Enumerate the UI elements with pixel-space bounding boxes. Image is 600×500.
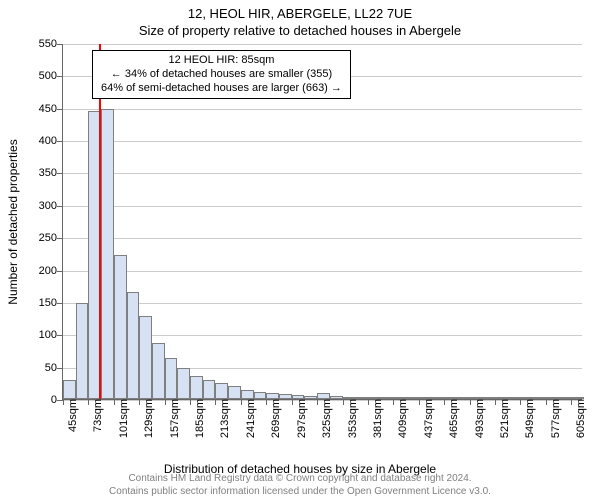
x-tick-label: 325sqm <box>315 399 333 438</box>
x-tick-label: 213sqm <box>213 399 231 438</box>
x-tick-label: 269sqm <box>264 399 282 438</box>
histogram-bar <box>431 397 444 399</box>
histogram-bar <box>254 392 267 399</box>
gridline <box>63 271 582 272</box>
histogram-bar <box>330 396 343 399</box>
x-tick-label: 381sqm <box>366 399 384 438</box>
x-tick-label: 241sqm <box>239 399 257 438</box>
histogram-bar <box>241 390 254 399</box>
y-axis-label: Number of detached properties <box>6 139 20 304</box>
histogram-bar <box>546 397 559 399</box>
histogram-bar <box>406 397 419 399</box>
y-tick-label: 500 <box>39 70 63 82</box>
histogram-bar <box>76 303 89 399</box>
page-title-subtitle: Size of property relative to detached ho… <box>0 21 600 38</box>
histogram-bar <box>114 255 127 399</box>
histogram-bar <box>203 380 216 399</box>
histogram-bar <box>470 397 483 399</box>
y-tick-label: 450 <box>39 103 63 115</box>
histogram-bar <box>444 397 457 399</box>
histogram-bar <box>355 397 368 399</box>
property-annotation-box: 12 HEOL HIR: 85sqm ← 34% of detached hou… <box>92 50 351 99</box>
histogram-bar <box>520 397 533 399</box>
y-tick-label: 550 <box>39 38 63 50</box>
gridline <box>63 238 582 239</box>
histogram-bar <box>393 397 406 399</box>
histogram-bar <box>457 397 470 399</box>
histogram-bar <box>571 397 584 399</box>
histogram-bar <box>266 393 279 399</box>
x-tick-label: 493sqm <box>468 399 486 438</box>
y-tick-label: 300 <box>39 200 63 212</box>
gridline <box>63 109 582 110</box>
x-tick-label: 409sqm <box>391 399 409 438</box>
histogram-bar <box>177 368 190 399</box>
histogram-bar <box>228 386 241 399</box>
histogram-bar <box>381 397 394 399</box>
histogram-bar <box>292 395 305 399</box>
histogram-bar <box>101 109 114 399</box>
x-tick-label: 73sqm <box>86 399 104 432</box>
x-tick-label: 549sqm <box>518 399 536 438</box>
x-tick-label: 129sqm <box>137 399 155 438</box>
x-tick-label: 437sqm <box>417 399 435 438</box>
y-tick-label: 150 <box>39 297 63 309</box>
histogram-bar <box>127 292 140 399</box>
attribution-footer: Contains HM Land Registry data © Crown c… <box>0 473 600 498</box>
x-tick-label: 101sqm <box>112 399 130 438</box>
gridline <box>63 303 582 304</box>
y-tick-label: 250 <box>39 232 63 244</box>
histogram-bar <box>63 380 76 399</box>
gridline <box>63 206 582 207</box>
y-tick-label: 400 <box>39 135 63 147</box>
y-tick-label: 100 <box>39 329 63 341</box>
x-tick-label: 465sqm <box>442 399 460 438</box>
histogram-bar <box>508 397 521 399</box>
histogram-bar <box>317 393 330 399</box>
x-tick-label: 605sqm <box>569 399 587 438</box>
histogram-bar <box>190 376 203 399</box>
histogram-bar <box>558 397 571 399</box>
y-tick-label: 200 <box>39 265 63 277</box>
histogram-bar <box>368 397 381 399</box>
x-tick-label: 577sqm <box>544 399 562 438</box>
histogram-bar <box>343 397 356 399</box>
footer-line-2: Contains public sector information licen… <box>0 486 600 499</box>
histogram-bar <box>165 358 178 399</box>
gridline <box>63 173 582 174</box>
histogram-bar <box>139 316 152 399</box>
y-tick-label: 350 <box>39 167 63 179</box>
histogram-bar <box>495 397 508 399</box>
x-tick-label: 297sqm <box>290 399 308 438</box>
histogram-bar <box>419 397 432 399</box>
gridline <box>63 141 582 142</box>
histogram-bar <box>215 383 228 399</box>
x-tick-label: 185sqm <box>188 399 206 438</box>
histogram-bar <box>533 397 546 399</box>
x-tick-label: 521sqm <box>493 399 511 438</box>
x-tick-label: 353sqm <box>341 399 359 438</box>
x-tick-label: 157sqm <box>163 399 181 438</box>
histogram-bar <box>152 343 165 399</box>
y-tick-label: 50 <box>45 362 63 374</box>
footer-line-1: Contains HM Land Registry data © Crown c… <box>0 473 600 486</box>
gridline <box>63 44 582 45</box>
annotation-larger-pct: 64% of semi-detached houses are larger (… <box>101 82 342 96</box>
histogram-bar <box>279 394 292 399</box>
histogram-bar <box>304 396 317 399</box>
histogram-bar <box>482 397 495 399</box>
page-title-address: 12, HEOL HIR, ABERGELE, LL22 7UE <box>0 0 600 21</box>
annotation-smaller-pct: ← 34% of detached houses are smaller (35… <box>101 68 342 82</box>
annotation-property-size: 12 HEOL HIR: 85sqm <box>101 54 342 68</box>
x-tick-label: 45sqm <box>61 399 79 432</box>
